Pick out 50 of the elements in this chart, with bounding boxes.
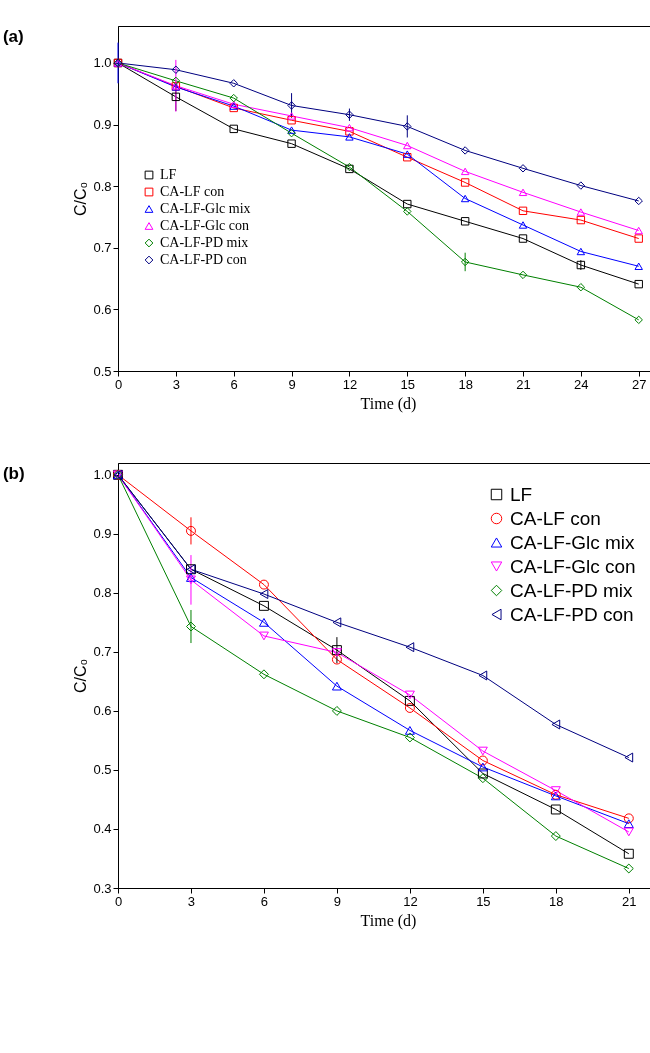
x-tick-label: 27 [631, 376, 647, 392]
x-axis-title: Time (d) [360, 394, 417, 413]
legend-label: CA-LF-PD con [160, 252, 247, 267]
x-tick-label: 12 [403, 893, 418, 909]
y-tick-label: 1.0 [93, 55, 112, 71]
y-tick-label: 0.6 [93, 301, 112, 317]
y-tick-label: 0.9 [93, 117, 112, 133]
legend-label: LF [160, 167, 177, 182]
legend-label: CA-LF-Glc mix [160, 201, 251, 216]
y-tick-label: 0.8 [93, 585, 112, 601]
y-axis-title: C/C₀ [72, 658, 90, 694]
x-tick-label: 15 [476, 893, 491, 909]
legend-label: CA-LF con [160, 184, 225, 199]
legend-label: CA-LF-Glc con [510, 555, 636, 577]
x-tick-label: 3 [172, 376, 180, 392]
x-tick-label: 15 [400, 376, 416, 392]
x-tick-label: 0 [114, 893, 123, 909]
y-tick-label: 0.5 [93, 762, 112, 778]
x-tick-label: 21 [622, 893, 637, 909]
x-axis-title: Time (d) [360, 911, 417, 930]
y-tick-label: 0.7 [93, 644, 112, 660]
legend-label: CA-LF-Glc con [160, 218, 250, 233]
y-tick-label: 0.3 [93, 880, 112, 896]
y-tick-label: 0.7 [93, 240, 112, 256]
y-tick-label: 0.8 [93, 178, 112, 194]
chart-title: (b) [2, 464, 25, 483]
x-tick-label: 3 [187, 893, 196, 909]
x-tick-label: 9 [333, 893, 342, 909]
y-tick-label: 0.6 [93, 703, 112, 719]
y-axis-title: C/C₀ [72, 181, 90, 217]
x-tick-label: 6 [260, 893, 269, 909]
x-tick-label: 0 [114, 376, 123, 392]
x-tick-label: 18 [458, 376, 473, 392]
legend-label: CA-LF-PD mix [160, 235, 249, 250]
x-tick-label: 18 [549, 893, 564, 909]
x-tick-label: 12 [342, 376, 358, 392]
chart-title: (a) [2, 27, 24, 46]
legend-label: LF [510, 483, 533, 505]
legend-label: CA-LF con [510, 507, 601, 529]
y-tick-label: 0.5 [93, 363, 112, 379]
x-tick-label: 9 [288, 376, 296, 392]
y-tick-label: 0.4 [93, 821, 112, 837]
x-tick-label: 6 [230, 376, 238, 392]
legend-label: CA-LF-Glc mix [510, 531, 636, 553]
legend-label: CA-LF-PD con [510, 603, 634, 625]
y-tick-label: 0.9 [93, 526, 112, 542]
x-tick-label: 21 [516, 376, 531, 392]
legend-label: CA-LF-PD mix [510, 579, 633, 601]
x-tick-label: 24 [574, 376, 589, 392]
y-tick-label: 1.0 [93, 467, 112, 483]
